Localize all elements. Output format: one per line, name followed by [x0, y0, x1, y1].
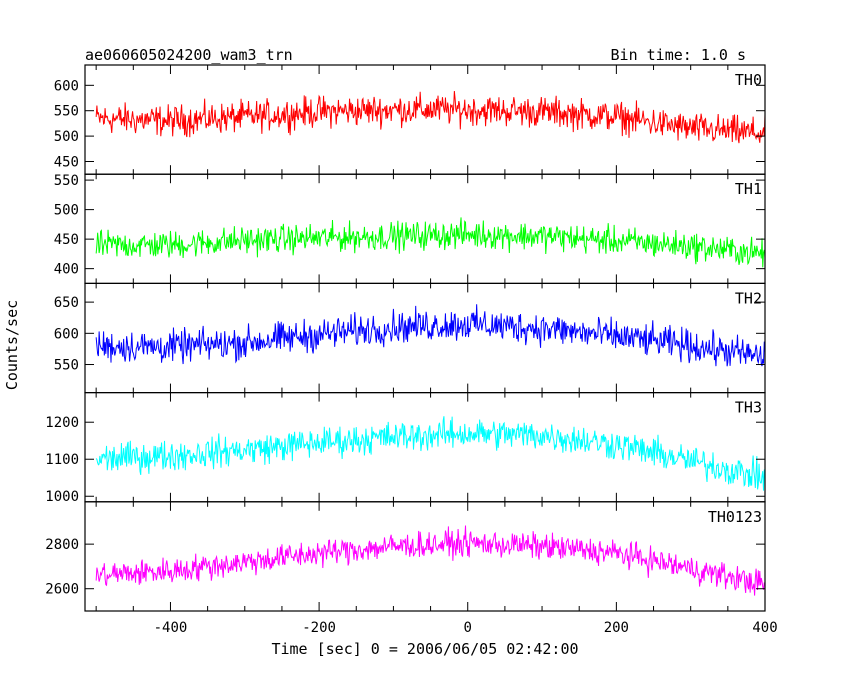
y-tick-label: 2800	[45, 537, 79, 553]
panel-frame	[84, 282, 766, 394]
panel-frame	[84, 501, 766, 612]
y-tick-label: 650	[54, 295, 79, 311]
y-tick-label: 600	[54, 78, 79, 94]
panel-label-th3: TH3	[735, 399, 762, 417]
series-line-th0123	[95, 525, 766, 596]
y-tick-label: 450	[54, 155, 79, 171]
y-tick-label: 1100	[45, 452, 79, 468]
series-line-th1	[95, 217, 766, 268]
panel-th0123: 2600 2800 TH0123	[45, 501, 766, 612]
panel-frame	[84, 392, 766, 503]
chart-title: ae060605024200_wam3_trn	[85, 46, 293, 64]
panel-label-th2: TH2	[735, 289, 762, 307]
panel-label-th0123: TH0123	[708, 508, 762, 526]
bin-time-label: Bin time: 1.0 s	[611, 46, 746, 64]
panel-label-th1: TH1	[735, 180, 762, 198]
panel-label-th0: TH0	[735, 71, 762, 89]
y-tick-label: 1000	[45, 489, 79, 505]
panel-th0: 450 500 550 600 TH0	[54, 64, 766, 175]
x-tick-labels: -400 -200 0 200 400	[154, 620, 778, 636]
panel-th1: 400 450 500 550 TH1	[54, 173, 766, 284]
y-tick-label: 500	[54, 129, 79, 145]
y-axis-label: Counts/sec	[3, 300, 21, 390]
x-tick-label: 200	[604, 620, 629, 636]
y-tick-label: 550	[54, 173, 79, 189]
x-tick-label: -400	[154, 620, 188, 636]
y-tick-label: 550	[54, 358, 79, 374]
series-line-th3	[95, 416, 766, 491]
panel-th2: 550 600 650 TH2	[54, 282, 766, 394]
x-axis-label: Time [sec] 0 = 2006/06/05 02:42:00	[271, 640, 578, 658]
y-tick-label: 600	[54, 326, 79, 342]
y-tick-label: 500	[54, 203, 79, 219]
y-tick-label: 400	[54, 262, 79, 278]
x-tick-label: 0	[464, 620, 472, 636]
x-tick-label: -200	[302, 620, 336, 636]
series-line-th0	[95, 91, 766, 144]
y-tick-label: 2600	[45, 582, 79, 598]
series-line-th2	[95, 304, 766, 367]
x-tick-label: 400	[752, 620, 777, 636]
panels-group: 450 500 550 600 TH0 400 450 500 550 TH1 550 600 650 T…	[45, 64, 766, 612]
y-tick-label: 1200	[45, 415, 79, 431]
y-tick-label: 550	[54, 104, 79, 120]
y-tick-label: 450	[54, 232, 79, 248]
panel-th3: 1000 1100 1200 TH3	[45, 392, 766, 505]
